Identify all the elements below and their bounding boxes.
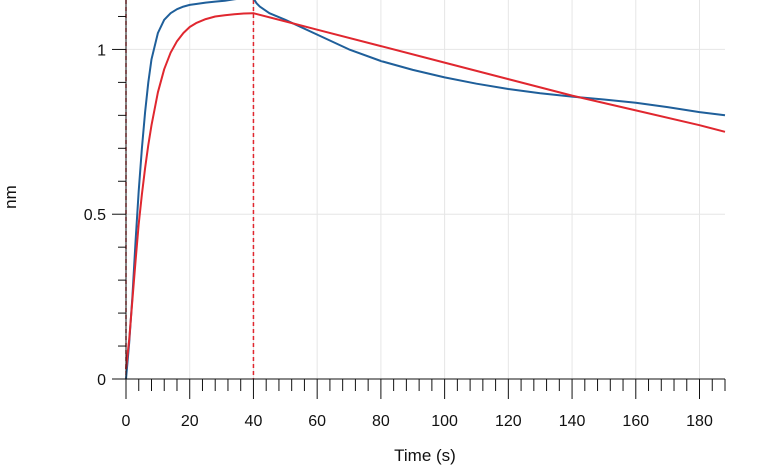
- x-tick-label: 140: [559, 413, 586, 430]
- y-tick-label: 1: [97, 42, 106, 59]
- fit-series-line: [125, 12, 726, 370]
- x-tick-label: 0: [122, 413, 131, 430]
- x-tick-label: 180: [686, 413, 713, 430]
- y-axis-title: nm: [1, 185, 20, 209]
- x-tick-label: 20: [181, 413, 199, 430]
- y-tick-label: 0: [97, 372, 106, 389]
- x-tick-label: 160: [622, 413, 649, 430]
- x-tick-label: 40: [245, 413, 263, 430]
- series-lines: [125, 0, 726, 380]
- x-tick-label: 120: [495, 413, 522, 430]
- x-axis-title: Time (s): [394, 446, 456, 465]
- y-tick-label: 0.5: [84, 207, 106, 224]
- measured-series-line: [125, 0, 726, 380]
- tick-labels: 0 20 40 60 80 100 120 140 160 180 0 0.5 1: [84, 42, 713, 430]
- x-tick-label: 60: [308, 413, 326, 430]
- x-tick-label: 80: [372, 413, 390, 430]
- axes: [112, 0, 726, 399]
- x-tick-label: 100: [431, 413, 458, 430]
